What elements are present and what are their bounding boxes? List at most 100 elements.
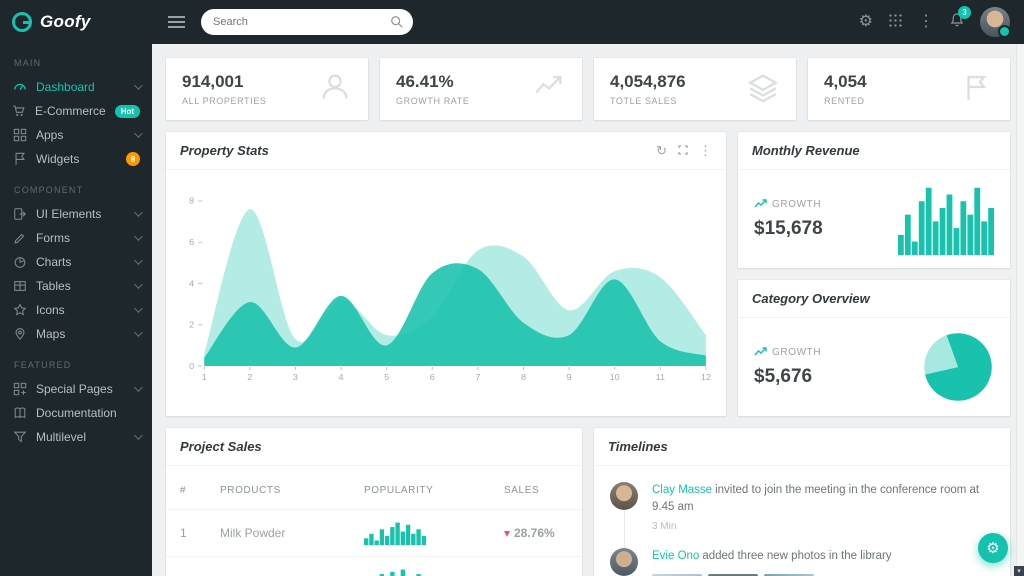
svg-text:12: 12 [701,372,711,382]
card-title: Category Overview [752,291,870,306]
sidebar-item-widgets[interactable]: Widgets 8 [0,147,152,171]
search-icon[interactable] [390,15,404,34]
chevron-down-icon [134,328,143,337]
sidebar-item-multilevel[interactable]: Multilevel [0,425,152,449]
flag-icon [960,70,994,109]
sidebar-item-ecommerce[interactable]: E-Commerce Hot [0,99,152,123]
table-row[interactable] [166,556,582,576]
svg-text:4: 4 [339,372,344,382]
trend-up-icon [754,346,767,359]
scroll-down-arrow[interactable]: ▾ [1014,566,1024,576]
chevron-down-icon [134,81,143,90]
menu-toggle-icon[interactable] [168,13,185,31]
card-title: Monthly Revenue [752,143,860,158]
svg-text:1: 1 [202,372,207,382]
settings-fab[interactable]: ⚙ [978,533,1008,563]
gear-icon: ⚙ [986,540,1000,557]
sidebar-item-maps[interactable]: Maps [0,322,152,346]
event-text: invited to join the meeting in the confe… [652,484,980,514]
refresh-icon[interactable]: ↻ [656,143,667,158]
stat-label: RENTED [824,96,865,106]
user-name-link[interactable]: Evie Ono [652,549,700,562]
pencil-icon [12,231,27,245]
monthly-revenue-chart [898,187,994,255]
timeline-event: Clay Masse invited to join the meeting in… [594,482,996,548]
chevron-down-icon [134,232,143,241]
stat-value: 4,054 [824,72,867,91]
chevron-down-icon [134,208,143,217]
star-icon [12,303,27,317]
svg-text:5: 5 [384,372,389,382]
sidebar-item-documentation[interactable]: Documentation [0,401,152,425]
timeline-event: Evie Ono added three new photos in the li… [594,547,996,576]
map-pin-icon [12,327,27,341]
sidebar-item-ui-elements[interactable]: UI Elements [0,202,152,226]
svg-text:2: 2 [247,372,252,382]
svg-text:8: 8 [521,372,526,382]
photo-gallery [652,573,992,576]
widgets-count-badge: 8 [126,152,140,166]
event-text: added three new photos in the library [702,549,892,562]
sidebar-item-charts[interactable]: Charts [0,250,152,274]
category-overview-chart [924,333,992,401]
trend-up-icon [754,198,767,211]
sidebar-section-component: COMPONENT [14,185,84,195]
chevron-down-icon [134,129,143,138]
category-overview-value: $5,676 [754,365,813,387]
user-name-link[interactable]: Clay Masse [652,484,713,496]
kebab-menu-icon[interactable]: ⋮ [699,143,712,158]
sidebar-item-apps[interactable]: Apps [0,123,152,147]
project-sales-card: Project Sales # PRODUCTS POPULARITY SALE… [166,428,582,576]
sidebar-item-dashboard[interactable]: Dashboard [0,75,152,99]
stat-value: 4,054,876 [610,72,686,91]
stat-value: 914,001 [182,72,244,91]
column-header: # [180,485,187,496]
sidebar-item-icons[interactable]: Icons [0,298,152,322]
product-name: Milk Powder [206,509,350,557]
apps-grid-icon[interactable] [888,13,903,32]
stat-card-total-sales: 4,054,876 TOTLE SALES [594,58,796,120]
pages-plus-icon [12,382,27,396]
svg-text:9: 9 [567,372,572,382]
sidebar-item-forms[interactable]: Forms [0,226,152,250]
growth-label: GROWTH [772,199,822,210]
sidebar-item-special-pages[interactable]: Special Pages [0,377,152,401]
brand-name: Goofy [40,12,91,31]
property-stats-card: Property Stats ↻ ⋮ 0 2 4 6 8 1 2 3 4 5 6 7 8 9 10 11 12 [166,132,726,416]
photo-thumbnail[interactable] [764,573,814,576]
avatar[interactable] [610,482,638,510]
navbar-actions: ⚙ ⋮ 3 [858,5,1024,38]
person-icon [318,70,352,109]
svg-text:2: 2 [189,320,194,330]
search-bar [201,9,413,35]
search-input[interactable] [201,9,413,35]
trend-down-icon [504,531,510,537]
cart-icon [12,104,26,118]
svg-text:10: 10 [610,372,620,382]
trend-line-icon [532,70,566,109]
brand[interactable]: Goofy [0,12,152,32]
stat-label: GROWTH RATE [396,96,470,106]
expand-icon[interactable] [678,144,688,157]
vertical-scrollbar[interactable] [1016,44,1024,576]
photo-thumbnail[interactable] [652,573,702,576]
svg-text:6: 6 [430,372,435,382]
stat-card-all-properties: 914,001 ALL PROPERTIES [166,58,368,120]
svg-text:3: 3 [293,372,298,382]
svg-text:4: 4 [189,279,194,289]
svg-text:7: 7 [475,372,480,382]
chevron-down-icon [134,383,143,392]
photo-thumbnail[interactable] [708,573,758,576]
notifications-button[interactable]: 3 [949,5,971,33]
table-row[interactable]: 1 Milk Powder 28.76% [166,509,582,557]
pie-chart-icon [12,255,27,269]
kebab-menu-icon[interactable]: ⋮ [918,13,934,30]
sidebar-item-tables[interactable]: Tables [0,274,152,298]
gear-icon[interactable]: ⚙ [858,13,873,30]
user-avatar[interactable] [980,7,1011,38]
sidebar-section-featured: FEATURED [14,360,72,370]
stat-card-rented: 4,054 RENTED [808,58,1010,120]
stats-row: 914,001 ALL PROPERTIES 46.41% GROWTH RAT… [166,58,1010,120]
avatar[interactable] [610,547,638,576]
sales-value: 28.76% [514,526,555,540]
